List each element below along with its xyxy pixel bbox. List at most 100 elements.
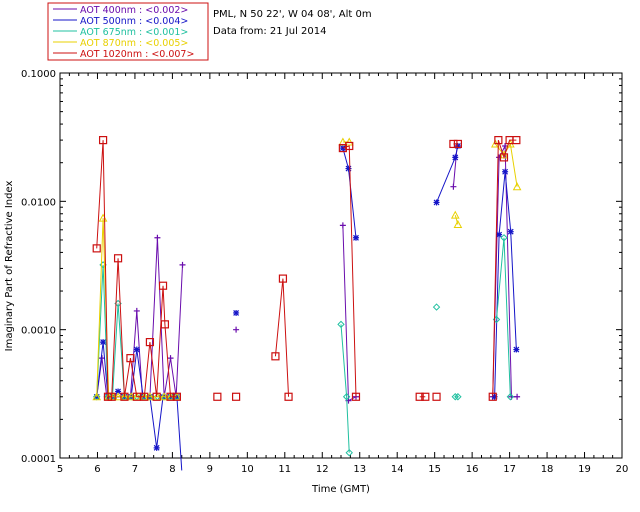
data-point-square	[415, 392, 424, 401]
x-tick-label: 14	[391, 464, 404, 475]
series-line	[340, 324, 350, 453]
series-line	[492, 139, 517, 397]
data-point-asterisk	[352, 234, 359, 241]
x-tick-label: 15	[428, 464, 441, 475]
series-line	[274, 278, 290, 397]
chart-title: PML, N 50 22', W 04 08', Alt 0m	[213, 9, 372, 20]
legend-label: AOT 400nm : <0.002>	[80, 5, 188, 16]
y-tick-label: 0.1000	[21, 69, 56, 80]
legend: AOT 400nm : <0.002>AOT 500nm : <0.004> AO…	[47, 2, 209, 61]
data-point-asterisk	[433, 199, 440, 206]
y-tick-label: 0.0010	[21, 326, 56, 337]
data-point-triangle	[113, 392, 123, 401]
x-tick-label: 18	[541, 464, 554, 475]
data-point-diamond	[337, 320, 345, 329]
data-point-square	[140, 392, 149, 401]
data-point-triangle	[159, 392, 169, 401]
x-tick-label: 16	[466, 464, 479, 475]
data-point-asterisk	[502, 168, 509, 175]
data-point-plus	[167, 355, 174, 362]
data-point-plus	[339, 222, 346, 229]
legend-label: AOT 500nm : <0.004>	[80, 16, 188, 27]
data-point-square	[160, 320, 170, 329]
legend-label: AOT 1020nm : <0.007>	[80, 49, 194, 60]
data-point-square	[338, 143, 347, 153]
data-point-diamond	[506, 393, 515, 401]
data-point-square	[488, 392, 497, 401]
legend-label: AOT 870nm : <0.005>	[80, 38, 188, 49]
chart-subtitle: Data from: 21 Jul 2014	[213, 26, 326, 37]
data-point-diamond	[451, 393, 459, 401]
data-point-square	[158, 281, 168, 290]
data-point-asterisk	[496, 231, 503, 238]
data-point-asterisk	[345, 165, 352, 172]
y-tick-label: 0.0001	[21, 454, 56, 465]
data-point-asterisk	[507, 228, 514, 235]
data-point-triangle	[453, 219, 463, 228]
data-point-asterisk	[454, 142, 461, 149]
data-point-square	[107, 392, 116, 401]
data-point-square	[98, 136, 108, 145]
data-point-square	[499, 153, 509, 162]
data-point-asterisk	[452, 154, 459, 161]
x-tick-label: 6	[94, 464, 100, 475]
data-point-square	[449, 139, 458, 149]
data-point-square	[351, 392, 361, 401]
data-point-asterisk	[339, 145, 346, 152]
x-axis-label: Time (GMT)	[311, 484, 370, 495]
x-tick-label: 20	[616, 464, 629, 475]
data-point-square	[432, 392, 441, 401]
series-line	[494, 142, 518, 187]
y-tick-label: 0.0100	[21, 197, 56, 208]
data-point-square	[166, 392, 175, 401]
data-point-asterisk	[513, 346, 520, 353]
series-4	[92, 136, 521, 401]
x-tick-label: 5	[57, 464, 63, 475]
data-point-diamond	[500, 234, 508, 242]
data-point-diamond	[342, 393, 351, 401]
data-point-asterisk	[153, 444, 160, 451]
data-point-asterisk	[233, 309, 240, 316]
data-point-triangle	[450, 210, 460, 219]
x-tick-label: 11	[278, 464, 291, 475]
data-point-square	[120, 392, 129, 401]
data-point-square	[126, 354, 135, 363]
data-point-square	[278, 274, 288, 283]
series-line	[96, 140, 177, 398]
x-tick-label: 19	[578, 464, 591, 475]
data-point-square	[421, 392, 430, 401]
data-point-diamond	[345, 448, 353, 457]
x-tick-label: 7	[132, 464, 138, 475]
data-point-square	[92, 244, 101, 253]
series-line	[454, 215, 459, 225]
x-tick-label: 12	[316, 464, 329, 475]
data-point-plus	[233, 326, 240, 333]
data-point-triangle	[344, 137, 354, 146]
x-tick-label: 17	[503, 464, 516, 475]
data-point-square	[345, 141, 354, 151]
data-point-square	[172, 392, 181, 401]
x-tick-label: 8	[169, 464, 175, 475]
x-tick-label: 9	[207, 464, 213, 475]
data-point-diamond	[432, 303, 441, 311]
axis-ticks: 5 6 7 8 9 10 11 12 13 14 15 16 17 18 19 20 0.0001 0.0010 0…	[21, 69, 628, 475]
data-point-square	[231, 392, 241, 401]
data-point-square	[494, 136, 503, 145]
data-point-square	[512, 136, 521, 145]
data-point-asterisk	[115, 388, 122, 395]
x-tick-label: 10	[241, 464, 254, 475]
data-point-square	[213, 392, 222, 401]
data-point-square	[453, 139, 462, 149]
x-tick-label: 13	[353, 464, 366, 475]
data-point-asterisk	[133, 346, 140, 353]
data-point-asterisk	[100, 339, 107, 346]
data-point-square	[271, 352, 280, 361]
data-point-plus	[179, 261, 186, 268]
plot-area	[92, 136, 522, 471]
data-point-plus	[154, 234, 161, 241]
data-point-triangle	[92, 392, 102, 401]
data-point-square	[284, 392, 293, 401]
data-point-square	[145, 338, 155, 347]
